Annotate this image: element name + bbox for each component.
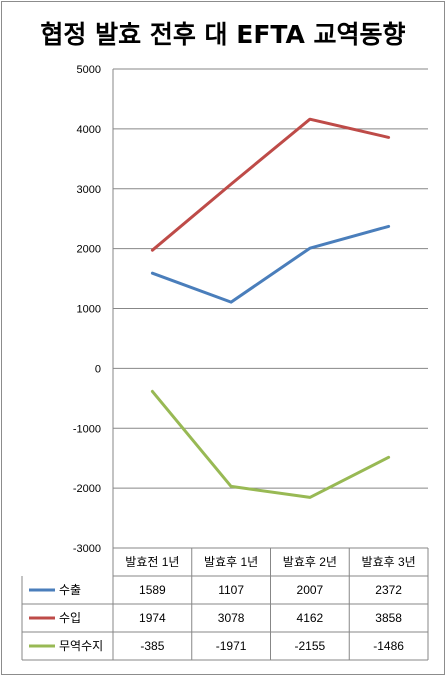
x-tick-label: 발효후 2년 bbox=[283, 555, 337, 569]
data-label: -1486 bbox=[373, 639, 404, 653]
y-tick-label: -2000 bbox=[73, 483, 101, 495]
data-label: -385 bbox=[140, 639, 164, 653]
data-label: 3858 bbox=[375, 611, 402, 625]
data-label: 1107 bbox=[218, 583, 244, 597]
data-label: 1974 bbox=[139, 611, 166, 625]
series-line bbox=[150, 389, 391, 499]
data-label: -2155 bbox=[295, 639, 326, 653]
y-tick-label: 1000 bbox=[77, 304, 101, 316]
y-tick-label: -3000 bbox=[73, 543, 101, 555]
data-label: 1589 bbox=[139, 583, 166, 597]
data-label: -1971 bbox=[216, 639, 247, 653]
legend-label: 수입 bbox=[59, 611, 81, 625]
legend-label: 수출 bbox=[59, 583, 81, 597]
y-tick-label: 0 bbox=[95, 363, 101, 375]
data-label: 3078 bbox=[218, 611, 245, 625]
legend-label: 무역수지 bbox=[59, 639, 103, 653]
y-tick-label: -1000 bbox=[73, 423, 101, 435]
y-tick-label: 4000 bbox=[77, 124, 101, 136]
chart-title: 협정 발효 전후 대 EFTA 교역동향 bbox=[40, 20, 405, 49]
data-label: 2372 bbox=[375, 583, 402, 597]
y-tick-label: 2000 bbox=[77, 244, 101, 256]
data-label: 2007 bbox=[297, 583, 324, 597]
series-line bbox=[150, 117, 391, 252]
y-tick-label: 5000 bbox=[77, 64, 101, 76]
x-tick-label: 발효후 3년 bbox=[362, 555, 416, 569]
x-tick-label: 발효전 1년 bbox=[125, 555, 179, 569]
y-tick-label: 3000 bbox=[77, 184, 101, 196]
series-line bbox=[150, 224, 391, 304]
x-tick-label: 발효후 1년 bbox=[204, 555, 258, 569]
data-label: 4162 bbox=[297, 611, 324, 625]
